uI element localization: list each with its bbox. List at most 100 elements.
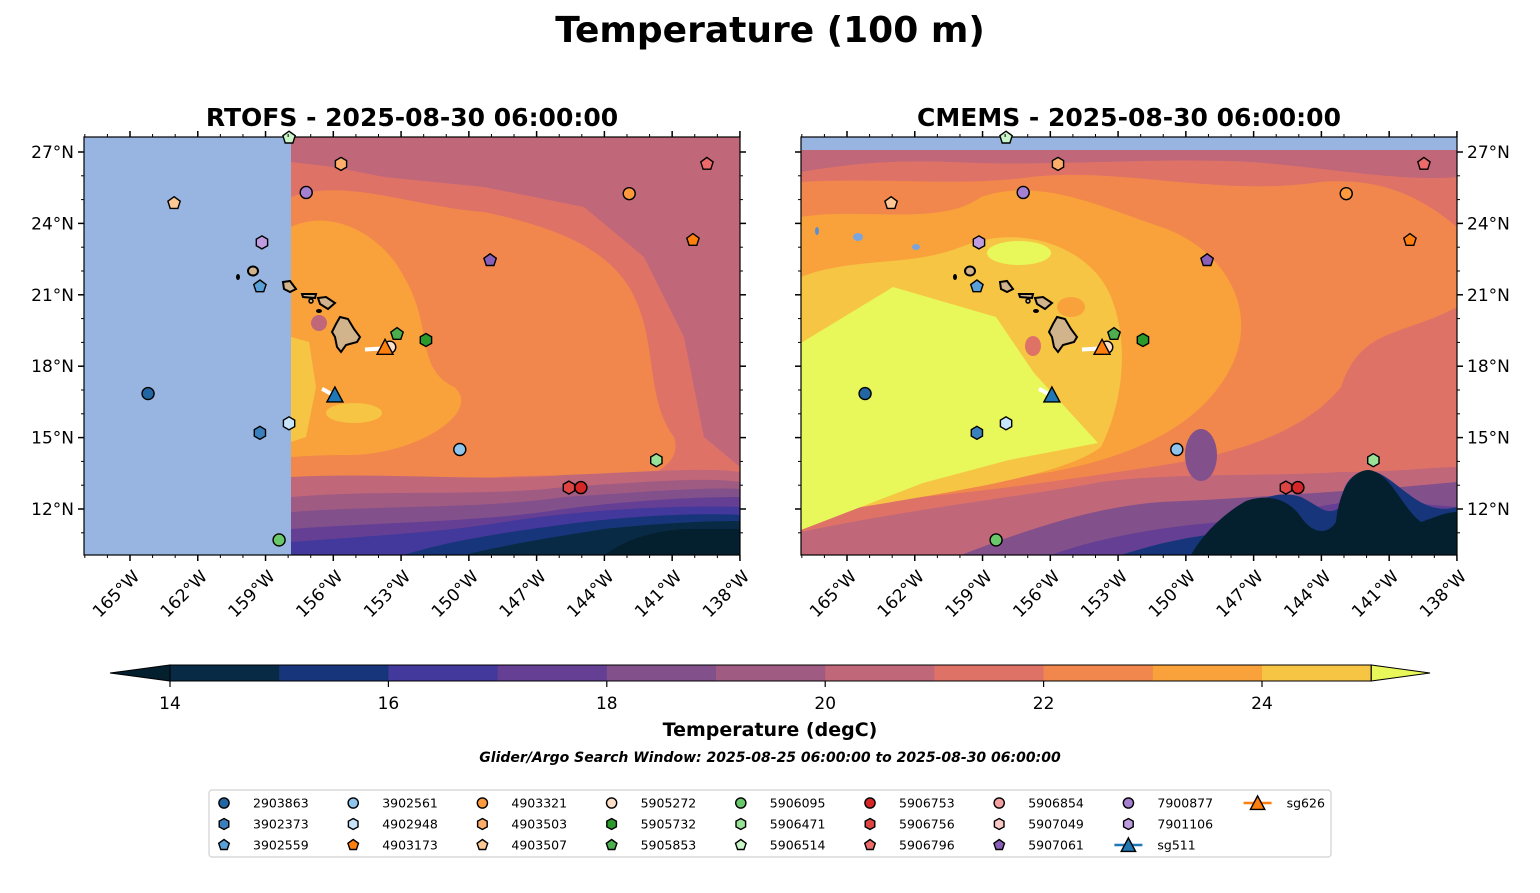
figure-title: Temperature (100 m) [555, 10, 985, 51]
lon-tick-label: 165°W [89, 567, 144, 622]
legend-marker [1249, 794, 1266, 811]
legend-item-3902373: 3902373 [218, 817, 309, 832]
float-marker-4903173 [685, 232, 700, 247]
float-marker-4902948 [282, 415, 296, 431]
legend-label: 5905272 [641, 796, 697, 811]
legend-item-4903321: 4903321 [476, 796, 567, 811]
lon-tick-label: 159°W [225, 567, 280, 622]
colorbar-segment [716, 665, 826, 681]
legend-label: 5906471 [770, 817, 826, 832]
float-marker-5906796 [1416, 156, 1431, 170]
legend-label: sg626 [1287, 796, 1325, 811]
legend-label: 3902373 [253, 817, 309, 832]
legend-item-5907061: 5907061 [993, 838, 1084, 853]
legend-item-5906854: 5906854 [993, 796, 1084, 811]
float-marker-5905732 [1136, 332, 1150, 348]
float-marker-7900877 [299, 185, 313, 200]
legend-item-5906095: 5906095 [735, 796, 825, 811]
legend-label: 5906796 [899, 838, 955, 853]
lat-tick-label: 15°N [1467, 429, 1510, 449]
float-marker-5905853 [1106, 326, 1122, 341]
float-marker-7901106 [255, 235, 269, 250]
legend-item-5906796: 5906796 [863, 838, 955, 853]
float-marker-5906756 [562, 480, 576, 495]
lon-tick-label: 156°W [292, 567, 347, 622]
float-marker-3902373 [970, 425, 984, 441]
float-marker-5906514 [282, 130, 297, 144]
float-marker-5905853 [389, 326, 405, 341]
markers-cmems [858, 130, 1431, 547]
colorbar-segment [388, 665, 499, 681]
lon-tick-label: 159°W [942, 567, 997, 622]
colorbar-over-arrow [1370, 664, 1431, 682]
legend-label: 5906514 [770, 838, 826, 853]
lat-tick-label: 12°N [31, 500, 74, 520]
legend-item-3902561: 3902561 [347, 796, 438, 811]
legend: 2903863 3902373 3902559 3902561 4902948 49031… [208, 789, 1332, 858]
colorbar-segment [1262, 665, 1372, 681]
colorbar-tick-label: 24 [1251, 694, 1273, 714]
legend-label: 5907061 [1028, 838, 1084, 853]
lon-tick-label: 153°W [360, 567, 415, 622]
float-marker-4902948 [999, 415, 1013, 431]
legend-marker [993, 817, 1005, 831]
panel-title-cmems: CMEMS - 2025-08-30 06:00:00 [917, 103, 1341, 132]
legend-item-5907049: 5907049 [993, 817, 1084, 832]
legend-marker [605, 797, 618, 809]
float-marker-5906514 [999, 130, 1014, 144]
legend-marker [218, 817, 230, 831]
colorbar: 14 16 18 20 22 24 [109, 664, 1431, 714]
float-marker-3902559 [969, 279, 984, 293]
legend-label: 5906756 [899, 817, 955, 832]
float-marker-5906796 [699, 156, 714, 170]
colorbar-label: Temperature (degC) [663, 719, 878, 741]
legend-item-5905732: 5905732 [606, 817, 697, 832]
legend-item-sg626: sg626 [1243, 794, 1325, 811]
float-marker-4903321 [1339, 186, 1353, 201]
lat-tick-label: 24°N [1467, 214, 1510, 234]
legend-marker [864, 797, 876, 809]
float-marker-2903863 [858, 386, 872, 401]
float-marker-5906753 [1291, 480, 1305, 495]
colorbar-tick-label: 22 [1033, 694, 1055, 714]
legend-label: 5905732 [641, 817, 697, 832]
lon-tick-label: 147°W [496, 567, 551, 622]
colorbar-tick-label: 18 [596, 694, 618, 714]
lat-tick-label: 18°N [1467, 357, 1510, 377]
glider-marker-sg511 [325, 385, 345, 403]
lon-tick-label: 150°W [428, 567, 483, 622]
legend-item-5905853: 5905853 [605, 838, 696, 853]
legend-marker [347, 817, 359, 831]
float-marker-3902559 [252, 279, 267, 293]
legend-label: sg511 [1157, 838, 1195, 853]
legend-label: 4902948 [382, 817, 438, 832]
float-marker-5905732 [419, 332, 433, 348]
lon-tick-label: 144°W [1280, 567, 1335, 622]
float-marker-4903503 [1051, 156, 1065, 172]
legend-item-5906756: 5906756 [864, 817, 955, 832]
lat-tick-label: 24°N [31, 214, 74, 234]
legend-marker [476, 797, 489, 809]
colorbar-segment [934, 665, 1045, 681]
legend-label: 4903503 [511, 817, 567, 832]
legend-marker [864, 817, 876, 831]
lat-tick-label: 12°N [1467, 500, 1510, 520]
colorbar-tick-label: 16 [378, 694, 400, 714]
lon-tick-label: 165°W [806, 567, 861, 622]
temperature-field-rtofs [84, 137, 740, 555]
lon-tick-label: 141°W [631, 567, 686, 622]
float-marker-5906471 [1367, 452, 1380, 468]
lat-tick-label: 21°N [31, 286, 74, 306]
float-marker-3902373 [253, 425, 267, 441]
legend-marker [1122, 797, 1135, 809]
lon-tick-label: 156°W [1009, 567, 1064, 622]
lat-tick-label: 27°N [1467, 143, 1510, 163]
lon-tick-label: 153°W [1077, 567, 1132, 622]
legend-item-2903863: 2903863 [218, 796, 309, 811]
float-marker-4903507 [167, 195, 182, 210]
lon-tick-label: 144°W [563, 567, 618, 622]
legend-marker [606, 817, 618, 831]
float-marker-5906471 [650, 452, 663, 468]
map-panel-rtofs: 165°W 162°W 159°W 156°W 153°W 150°W 147°W 144°W… [31, 130, 754, 622]
legend-marker [993, 838, 1006, 851]
